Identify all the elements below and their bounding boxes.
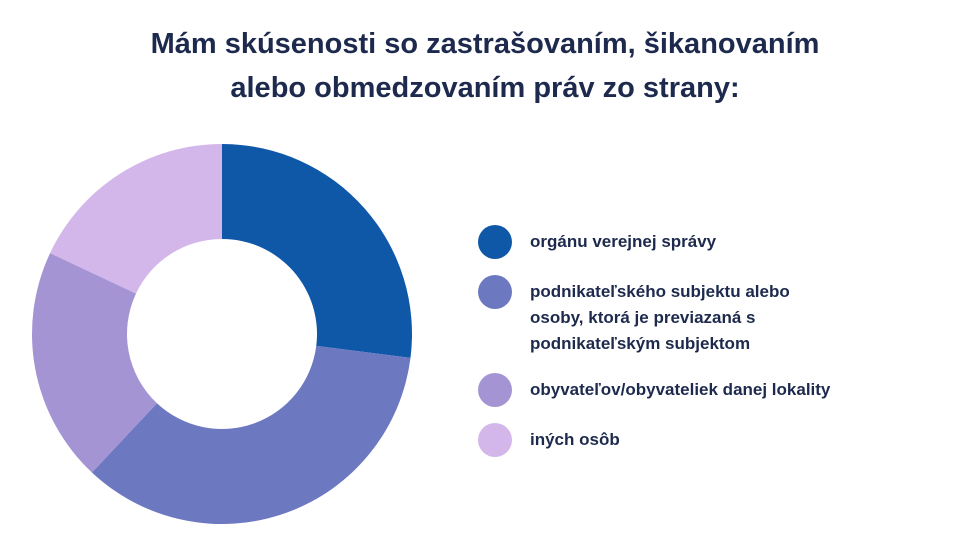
donut-chart [31, 144, 413, 524]
slice-public-administration [222, 144, 413, 358]
legend-item-other-persons: iných osôb [478, 423, 948, 457]
slice-local-residents [31, 253, 157, 473]
legend-item-business-entity: podnikateľského subjektu alebo osoby, kt… [478, 275, 948, 357]
legend-item-public-administration: orgánu verejnej správy [478, 225, 948, 259]
legend-swatch [478, 373, 512, 407]
legend-label: orgánu verejnej správy [530, 232, 717, 251]
chart-title-line-2: alebo obmedzovaním práv zo strany: [230, 72, 740, 104]
legend-swatch [478, 423, 512, 457]
legend-label: podnikateľského subjektu alebo osoby, kt… [530, 282, 790, 353]
legend-label: obyvateľov/obyvateliek danej lokality [530, 380, 831, 399]
chart-title: Mám skúsenosti so zastrašovaním, šikanov… [0, 22, 970, 110]
chart-title-line-1: Mám skúsenosti so zastrašovaním, šikanov… [150, 28, 820, 60]
slice-other-persons [50, 144, 223, 294]
legend-swatch [478, 275, 512, 309]
legend-label: iných osôb [530, 430, 620, 449]
legend-swatch [478, 225, 512, 259]
legend-item-local-residents: obyvateľov/obyvateliek danej lokality [478, 373, 948, 407]
chart-legend: orgánu verejnej správy podnikateľského s… [478, 225, 948, 473]
slice-business-entity [91, 345, 411, 524]
